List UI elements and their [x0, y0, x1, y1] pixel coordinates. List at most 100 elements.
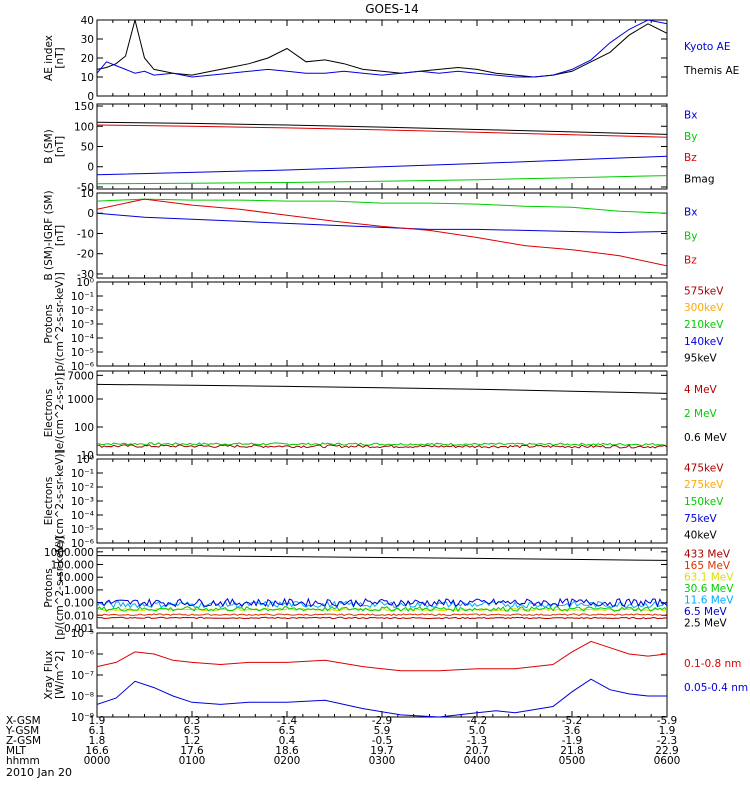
time-axis-value: -1.4 [277, 715, 298, 727]
series-165-mev [97, 613, 667, 616]
legend-30-6-mev: 30.6 MeV [684, 583, 734, 595]
ytick-label: -20 [77, 249, 94, 261]
ytick-label: 1000.000 [44, 547, 94, 559]
time-axis-value: 0400 [464, 755, 491, 767]
legend-bz: Bz [684, 152, 697, 164]
series-30-6-mev [97, 605, 667, 613]
time-axis-value: 6.5 [184, 725, 201, 737]
ytick-label: 30 [81, 34, 94, 46]
legend-kyoto-ae: Kyoto AE [684, 41, 730, 53]
time-axis-value: -4.2 [467, 715, 488, 727]
time-axis-value: -1.9 [562, 735, 583, 747]
panel-frame [96, 632, 668, 718]
panel-xray: 10⁻⁹ 10⁻⁸ 10⁻⁷ 10⁻⁶ 10⁻⁵ Xray Flux [W/m^2] 0.1-… [43, 628, 748, 724]
ytick-label: 0 [87, 162, 94, 174]
panel-bigrf: -30 -20 -10 0 10 B (SM)-IGRF (SM) [nT] Bx By Bz [43, 188, 697, 281]
time-axis-value: 21.8 [560, 745, 583, 757]
time-axis-value: 19.7 [370, 745, 393, 757]
time-axis-value: 0600 [654, 755, 681, 767]
ylabel: B (SM)-IGRF (SM) [43, 190, 55, 280]
series-themis-ae [97, 20, 667, 78]
series-0-6-mev [97, 383, 667, 394]
legend-95kev: 95keV [684, 353, 718, 365]
ylabel: Xray Flux [43, 650, 55, 699]
time-axis-value: 1.9 [89, 715, 106, 727]
time-axis-value: 6.1 [89, 725, 106, 737]
panel-frame [96, 192, 668, 279]
ytick-label: 150 [74, 101, 94, 113]
time-axis-value: 16.6 [85, 745, 109, 757]
time-axis-row-label: Y-GSM [5, 725, 39, 737]
ytick-label: 10 [81, 188, 94, 200]
time-axis-value: 0.3 [184, 715, 201, 727]
legend-275kev: 275keV [684, 479, 724, 491]
time-axis-value: 1.9 [659, 725, 676, 737]
series-2-mev [97, 442, 667, 446]
legend-300kev: 300keV [684, 302, 724, 314]
time-axis-value: 6.5 [279, 725, 296, 737]
legend-bmag: Bmag [684, 173, 715, 185]
ytick-label: 10⁻⁵ [71, 524, 94, 536]
time-axis-row-label: Z-GSM [6, 735, 41, 747]
ylabel: Electrons [43, 477, 55, 526]
legend-4-mev: 4 MeV [684, 384, 718, 396]
ylabel: [nT] [54, 225, 66, 246]
ytick-label: 1.000 [64, 585, 94, 597]
ytick-label: 50 [81, 142, 94, 154]
series-bmag [97, 121, 667, 135]
legend-by: By [684, 231, 697, 243]
legend-bx: Bx [684, 110, 697, 122]
ylabel: [nT] [54, 47, 66, 68]
ytick-label: 10⁻⁶ [71, 649, 94, 661]
ytick-label: 10.000 [57, 572, 94, 584]
ylabel: [p/(cm^2-s-sr-keV)] [54, 536, 66, 639]
legend-0-6-mev: 0.6 MeV [684, 432, 728, 444]
ytick-label: 10⁰ [76, 277, 94, 289]
ytick-label: 10⁻⁵ [71, 347, 94, 359]
ytick-label: 100.000 [51, 560, 94, 572]
series-433-mev [97, 616, 667, 620]
ylabel: [p/(cm^2-s-sr-keV)] [54, 272, 66, 375]
ylabel: [e/(cm^2-s-sr-keV)] [54, 449, 66, 552]
legend-475kev: 475keV [684, 462, 724, 474]
time-axis-value: 18.6 [275, 745, 299, 757]
plot-title: GOES-14 [365, 2, 419, 16]
series-bx [97, 155, 667, 176]
panel-protons_magped: 10⁻⁶ 10⁻⁵ 10⁻⁴ 10⁻³ 10⁻² 10⁻¹ 10⁰ Protons [p/(cm… [43, 272, 724, 375]
series-bz [97, 124, 667, 138]
ytick-label: 7000 [67, 370, 94, 382]
ylabel: [W/m^2] [54, 651, 66, 699]
ytick-label: 10⁻¹ [71, 291, 94, 303]
ytick-label: 10⁻⁹ [71, 712, 94, 724]
time-axis-value: -5.9 [657, 715, 678, 727]
time-axis-value: 0.4 [279, 735, 296, 747]
ylabel: [e/(cm^2-s-sr)] [54, 373, 66, 454]
time-axis: X-GSM 1.9 0.3 -1.4 -2.9 -4.2 -5.2 -5.9 Y-GSM 6.1 6… [5, 715, 680, 767]
ytick-label: 0.010 [64, 610, 94, 622]
legend-0-05-0-4-nm: 0.05-0.4 nm [684, 682, 748, 694]
ytick-label: 10⁻⁶ [71, 361, 94, 373]
series-11-6-mev [97, 600, 667, 610]
ylabel: AE index [43, 35, 55, 81]
ytick-label: -30 [77, 269, 94, 281]
legend-0-1-0-8-nm: 0.1-0.8 nm [684, 658, 741, 670]
legend-bx: Bx [684, 207, 697, 219]
time-axis-row-label: MLT [6, 745, 26, 757]
time-axis-value: -1.3 [467, 735, 488, 747]
time-axis-row-label: X-GSM [6, 715, 41, 727]
time-axis-value: -5.2 [562, 715, 583, 727]
legend-165-mev: 165 MeV [684, 560, 731, 572]
ylabel: [nT] [54, 136, 66, 157]
time-axis-value: 0100 [179, 755, 206, 767]
time-axis-value: 3.6 [564, 725, 581, 737]
legend-75kev: 75keV [684, 513, 718, 525]
ytick-label: 0.001 [64, 623, 94, 635]
ytick-label: 40 [81, 15, 94, 27]
legend-433-mev: 433 MeV [684, 549, 731, 561]
ytick-label: 0.100 [64, 598, 94, 610]
series-by [97, 198, 667, 214]
series-4-mev [97, 444, 667, 449]
panel-protons_eps: 0.0010.0100.1001.00010.000100.0001000.00… [43, 536, 734, 639]
ytick-label: 10⁻³ [71, 496, 94, 508]
